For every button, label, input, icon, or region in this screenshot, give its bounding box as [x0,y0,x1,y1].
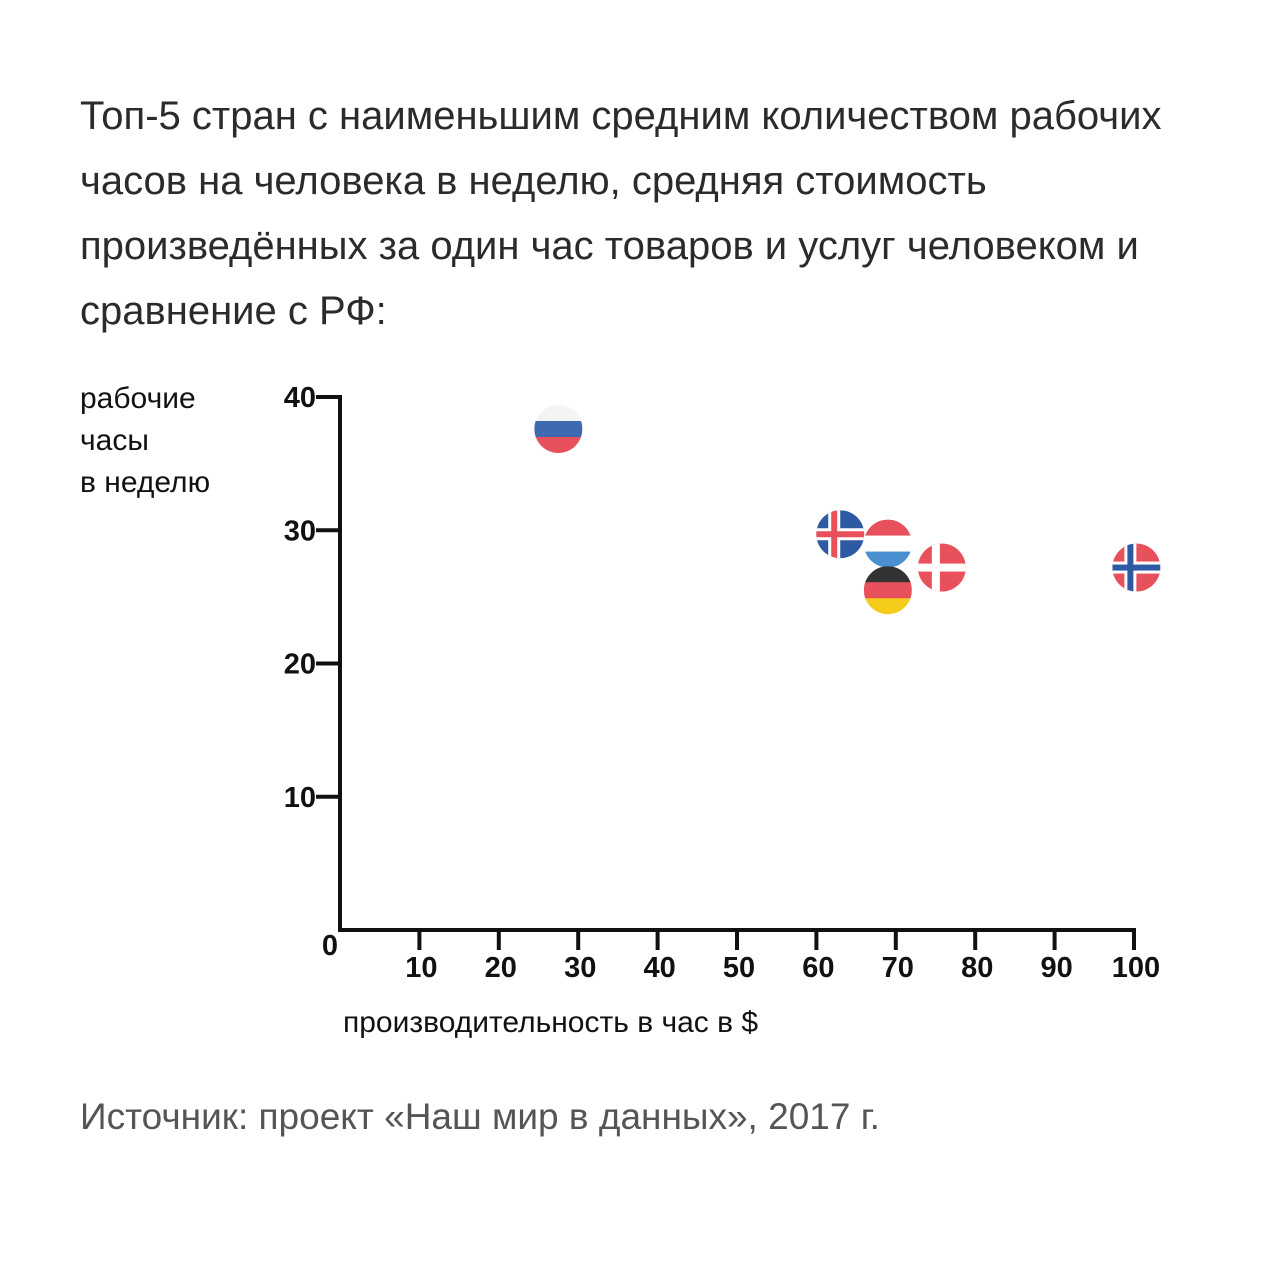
iceland-flag-icon [816,510,865,559]
denmark-flag-icon [917,543,966,592]
y-tick-label: 20 [284,649,316,681]
x-tick-label: 60 [802,952,834,984]
x-tick-label: 90 [1040,952,1072,984]
germany-flag-icon [863,566,912,615]
x-tick-label: 100 [1112,952,1160,984]
norway-flag-icon [1112,543,1161,592]
x-tick-label: 70 [882,952,914,984]
y-axis-label-line: рабочие [80,382,196,415]
x-tick-label: 30 [564,952,596,984]
y-tick-label: 40 [284,382,316,414]
y-axis-label: рабочие часы в неделю [80,378,210,504]
y-axis-label-line: часы [80,424,149,457]
x-tick-label: 40 [643,952,675,984]
x-tick-label: 80 [961,952,993,984]
russia-flag-icon [534,404,583,453]
y-tick-label: 30 [284,515,316,547]
axes: 10 20 30 40 10 20 30 40 50 60 70 80 90 100 0 [284,382,1160,984]
x-tick-label: 50 [723,952,755,984]
data-points [534,404,1161,615]
source-note: Источник: проект «Наш мир в данных», 201… [80,1096,880,1137]
x-tick-label: 10 [405,952,437,984]
x-axis-label: производительность в час в $ [343,1006,759,1039]
luxembourg-flag-icon [863,519,912,568]
x-tick-label: 20 [485,952,517,984]
origin-label: 0 [322,930,338,962]
y-tick-label: 10 [284,782,316,814]
chart-title: Топ-5 стран с наименьшим средним количес… [80,94,1162,333]
y-axis-label-line: в неделю [80,466,211,499]
